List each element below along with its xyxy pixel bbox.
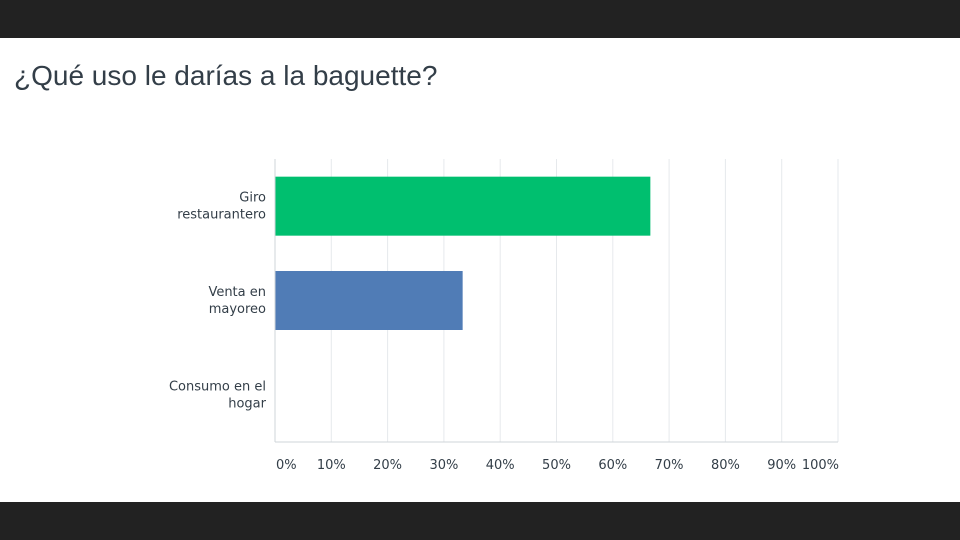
category-labels: Giro restaurantero Venta en mayoreo Consumo … bbox=[169, 191, 267, 412]
x-tick-label-6: 60% bbox=[598, 458, 627, 473]
bar-1 bbox=[275, 271, 463, 330]
category-label-0: Giro restaurantero bbox=[177, 191, 266, 223]
category-label-2: Consumo en el hogar bbox=[169, 379, 267, 411]
axes bbox=[274, 159, 838, 443]
x-tick-label-2: 20% bbox=[373, 458, 402, 473]
bar-chart: 0% 10% 20% 30% 40% 50% 60% 70% 80% 90% 100% Giro re… bbox=[169, 159, 839, 473]
category-label-1: Venta en mayoreo bbox=[208, 285, 266, 317]
x-tick-label-8: 80% bbox=[711, 458, 740, 473]
x-tick-label-4: 40% bbox=[486, 458, 515, 473]
x-tick-label-10: 100% bbox=[802, 458, 839, 473]
bar-0 bbox=[275, 176, 651, 236]
x-tick-label-3: 30% bbox=[429, 458, 458, 473]
chart-title: ¿Qué uso le darías a la baguette? bbox=[14, 60, 438, 91]
bars bbox=[275, 176, 651, 330]
chart-slide: ¿Qué uso le darías a la baguette? 0% 10% 2… bbox=[0, 38, 960, 502]
x-tick-label-7: 70% bbox=[655, 458, 684, 473]
x-tick-label-9: 90% bbox=[767, 458, 796, 473]
x-tick-label-0: 0% bbox=[276, 458, 297, 473]
x-tick-label-1: 10% bbox=[317, 458, 346, 473]
x-tick-labels: 0% 10% 20% 30% 40% 50% 60% 70% 80% 90% 100% bbox=[276, 458, 839, 473]
x-tick-label-5: 50% bbox=[542, 458, 571, 473]
